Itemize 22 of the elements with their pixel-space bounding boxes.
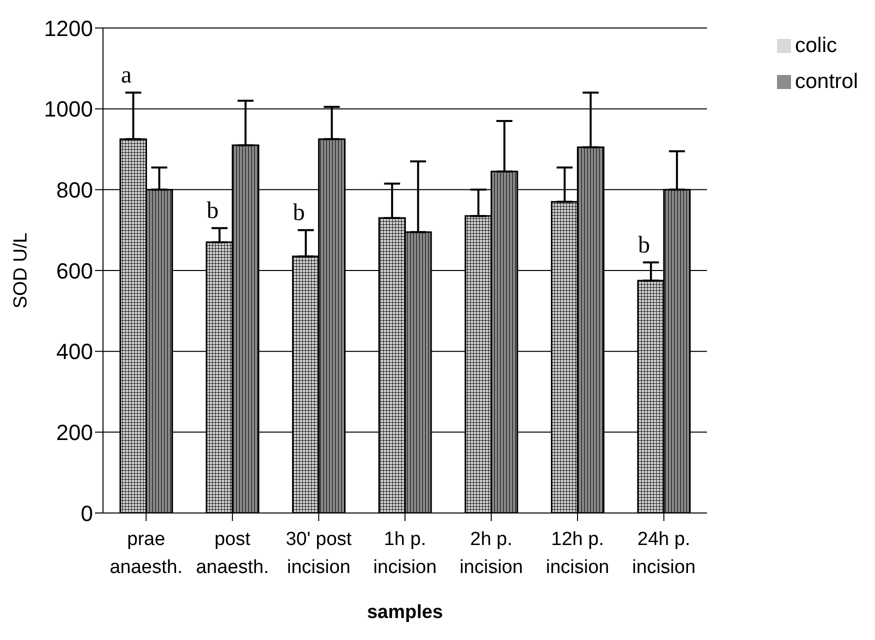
annotation: b: [292, 200, 305, 226]
annotation: b: [638, 232, 650, 258]
x-tick-label: 24h p. incision: [632, 529, 696, 578]
legend-label: control: [794, 70, 858, 93]
x-tick-label: 30' post incision: [286, 529, 352, 578]
y-tick-label: 400: [56, 339, 93, 364]
legend-label: colic: [794, 34, 837, 57]
y-tick-label: 0: [80, 500, 93, 526]
y-tick-label: 1000: [44, 96, 93, 122]
y-tick-label: 800: [56, 177, 93, 202]
x-tick-label: prae anaesth.: [110, 529, 183, 578]
x-axis-title: samples: [366, 602, 444, 623]
x-tick-label: 2h p. incision: [460, 529, 523, 578]
y-tick-label: 1200: [44, 16, 93, 41]
x-tick-label: post anaesth.: [196, 529, 269, 578]
x-tick-label: 1h p. incision: [373, 529, 437, 578]
y-tick-label: 600: [56, 258, 93, 284]
annotation: b: [206, 198, 219, 224]
annotation: a: [120, 62, 132, 89]
y-axis-title: SOD U/L: [10, 232, 32, 309]
x-tick-label: 12h p. incision: [546, 529, 610, 578]
y-tick-label: 200: [56, 420, 93, 445]
